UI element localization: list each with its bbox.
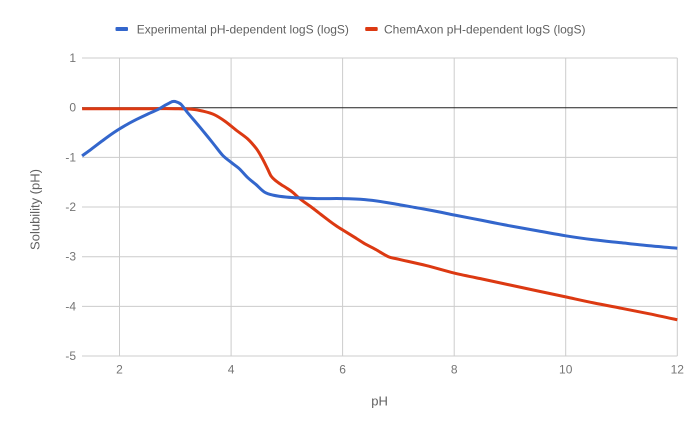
svg-text:-5: -5 xyxy=(65,349,76,363)
svg-text:8: 8 xyxy=(451,363,458,377)
svg-text:-3: -3 xyxy=(65,250,76,264)
svg-text:12: 12 xyxy=(671,363,685,377)
svg-text:6: 6 xyxy=(339,363,346,377)
svg-text:-4: -4 xyxy=(65,299,76,313)
svg-text:Solubility (pH): Solubility (pH) xyxy=(28,169,43,250)
svg-text:-2: -2 xyxy=(65,200,76,214)
svg-text:Experimental pH-dependent logS: Experimental pH-dependent logS (logS) xyxy=(137,23,349,37)
svg-text:pH: pH xyxy=(371,394,388,409)
svg-text:-1: -1 xyxy=(65,150,76,164)
svg-text:0: 0 xyxy=(69,101,76,115)
svg-text:ChemAxon pH-dependent logS (lo: ChemAxon pH-dependent logS (logS) xyxy=(384,23,585,37)
svg-text:10: 10 xyxy=(559,363,573,377)
svg-text:1: 1 xyxy=(69,51,76,65)
svg-text:4: 4 xyxy=(228,363,235,377)
svg-text:2: 2 xyxy=(116,363,123,377)
